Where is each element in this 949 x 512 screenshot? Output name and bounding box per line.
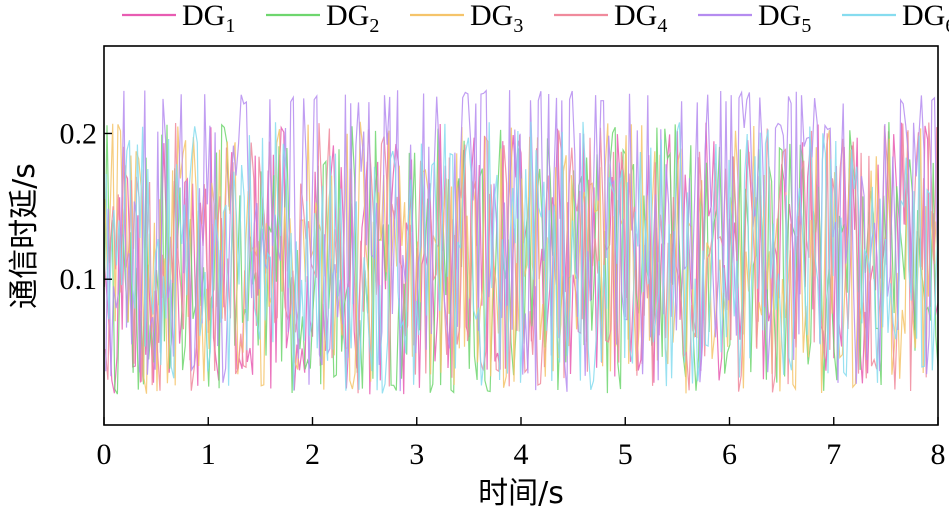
legend-label-name: DG <box>470 0 513 32</box>
legend-label: DG4 <box>614 0 667 37</box>
y-tick-label: 0.2 <box>60 117 98 150</box>
x-tick-label: 8 <box>931 438 946 471</box>
x-tick-label: 6 <box>722 438 737 471</box>
legend-label-name: DG <box>614 0 657 32</box>
legend-label-name: DG <box>326 0 369 32</box>
legend-label-subscript: 3 <box>513 15 523 37</box>
legend: DG1DG2DG3DG4DG5DG6 <box>122 0 949 37</box>
series-line-dg6 <box>105 121 938 394</box>
legend-label: DG5 <box>758 0 811 37</box>
x-tick-label: 0 <box>97 438 112 471</box>
legend-label: DG3 <box>470 0 523 37</box>
x-tick-label: 7 <box>826 438 841 471</box>
legend-label-subscript: 2 <box>369 15 379 37</box>
legend-label-subscript: 5 <box>801 15 811 37</box>
y-axis-title: 通信时延/s <box>7 163 42 309</box>
x-axis: 0 1 2 3 4 5 6 7 8 <box>97 417 946 471</box>
legend-label: DG1 <box>182 0 235 37</box>
x-tick-label: 2 <box>305 438 320 471</box>
x-tick-label: 5 <box>618 438 633 471</box>
series-line-dg5 <box>105 89 938 392</box>
series-layer <box>104 89 938 395</box>
legend-label-name: DG <box>758 0 801 32</box>
legend-label-name: DG <box>182 0 225 32</box>
y-axis: 0.1 0.2 <box>60 117 112 296</box>
legend-label: DG2 <box>326 0 379 37</box>
x-tick-label: 1 <box>201 438 216 471</box>
legend-label-subscript: 4 <box>657 15 667 37</box>
legend-label: DG6 <box>902 0 949 37</box>
legend-label-name: DG <box>902 0 945 32</box>
legend-label-subscript: 1 <box>225 15 235 37</box>
legend-label-subscript: 6 <box>945 15 949 37</box>
x-tick-label: 3 <box>409 438 424 471</box>
x-axis-title: 时间/s <box>478 476 564 511</box>
y-tick-label: 0.1 <box>60 263 98 296</box>
x-tick-label: 4 <box>514 438 529 471</box>
